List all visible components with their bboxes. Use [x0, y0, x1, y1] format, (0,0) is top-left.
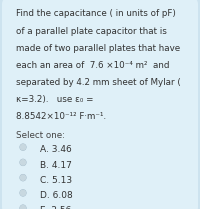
- Text: Find the capacitance ( in units of pF): Find the capacitance ( in units of pF): [16, 9, 176, 18]
- Text: E. 2.56: E. 2.56: [40, 206, 71, 209]
- Circle shape: [20, 190, 26, 196]
- Text: C. 5.13: C. 5.13: [40, 176, 72, 185]
- Text: κ=3.2).   use ε₀ =: κ=3.2). use ε₀ =: [16, 95, 94, 104]
- Circle shape: [20, 144, 26, 150]
- Circle shape: [20, 205, 26, 209]
- Text: of a parallel plate capacitor that is: of a parallel plate capacitor that is: [16, 27, 167, 36]
- Circle shape: [20, 175, 26, 181]
- Text: A. 3.46: A. 3.46: [40, 145, 72, 154]
- Text: D. 6.08: D. 6.08: [40, 191, 73, 200]
- Text: each an area of  7.6 ×10⁻⁴ m²  and: each an area of 7.6 ×10⁻⁴ m² and: [16, 61, 170, 70]
- Circle shape: [20, 159, 26, 165]
- Circle shape: [20, 175, 26, 180]
- Circle shape: [20, 190, 26, 196]
- Text: B. 4.17: B. 4.17: [40, 161, 72, 169]
- Circle shape: [20, 144, 26, 150]
- Text: 8.8542×10⁻¹² F·m⁻¹.: 8.8542×10⁻¹² F·m⁻¹.: [16, 112, 106, 121]
- Text: separated by 4.2 mm sheet of Mylar (: separated by 4.2 mm sheet of Mylar (: [16, 78, 181, 87]
- Text: Select one:: Select one:: [16, 131, 65, 140]
- Circle shape: [20, 160, 26, 165]
- Circle shape: [20, 205, 26, 209]
- Text: made of two parallel plates that have: made of two parallel plates that have: [16, 44, 180, 53]
